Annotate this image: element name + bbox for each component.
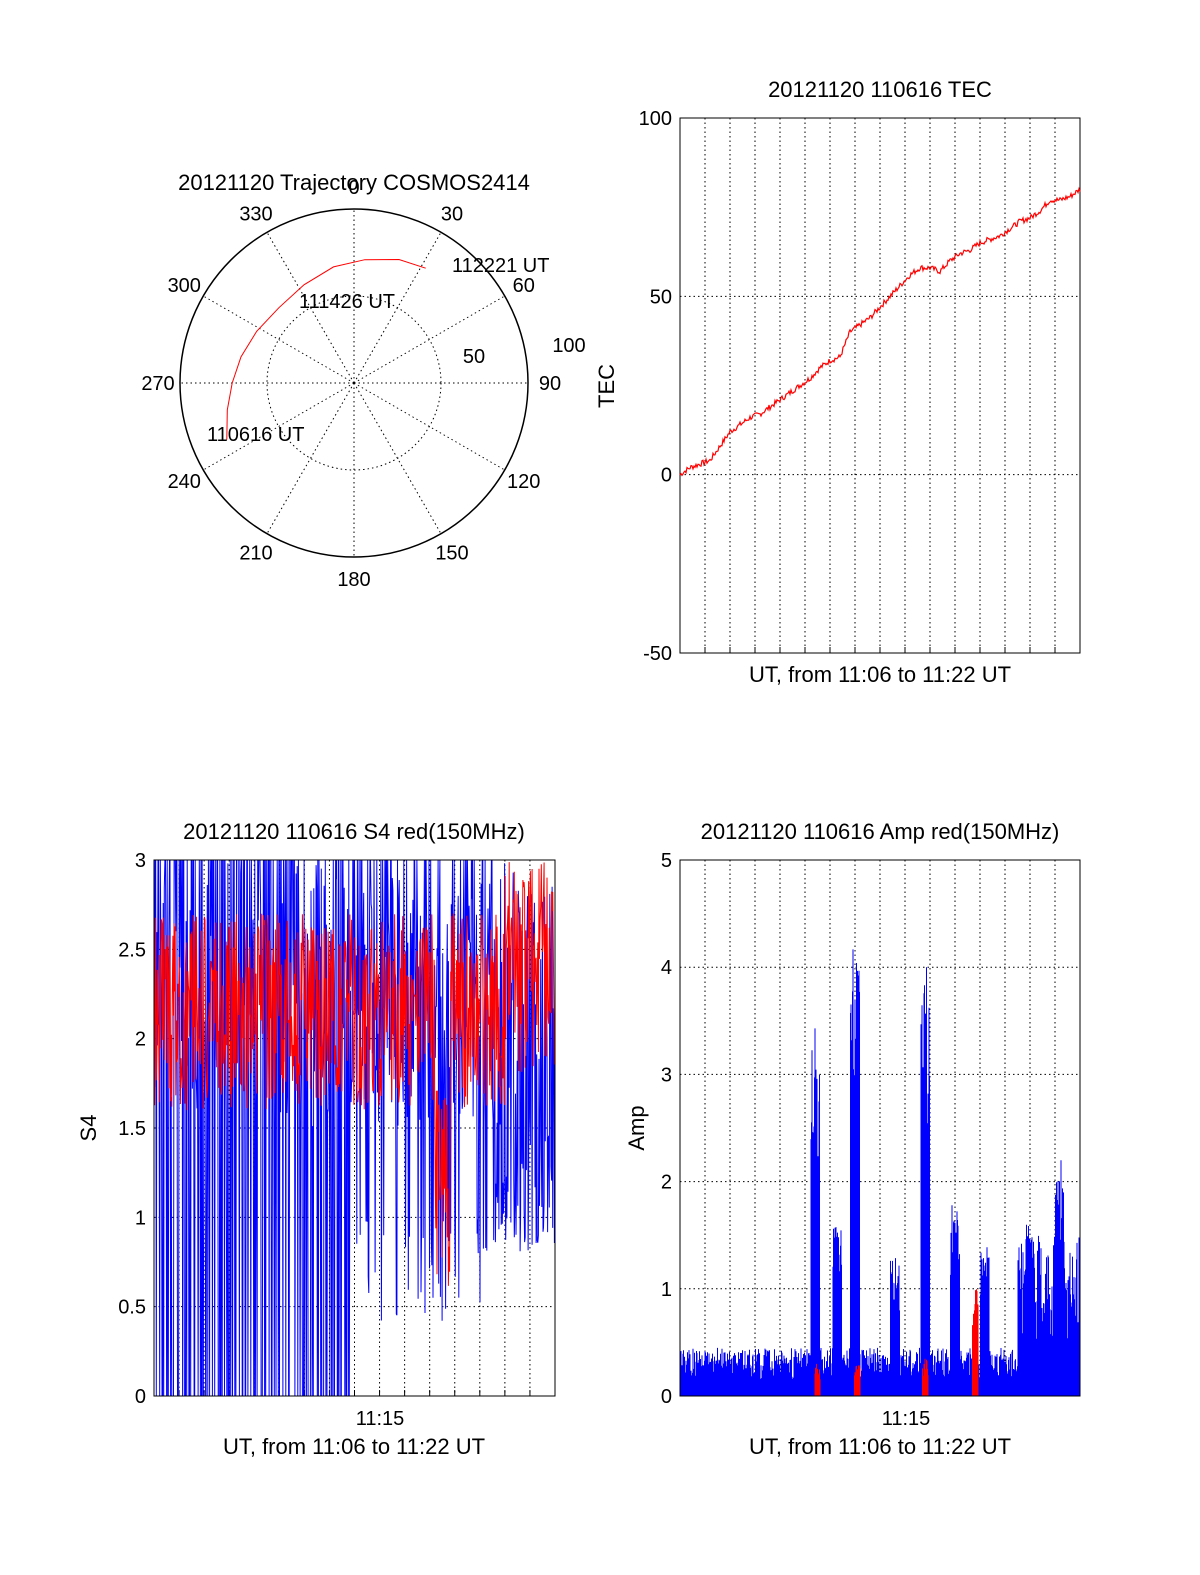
polar-radial-label-100: 100 bbox=[552, 335, 585, 357]
polar-azimuth-label-240: 240 bbox=[168, 471, 201, 493]
amp-y-tick-3: 3 bbox=[661, 1064, 672, 1086]
s4-title: 20121120 110616 S4 red(150MHz) bbox=[183, 819, 525, 844]
polar-radial-label-50: 50 bbox=[463, 346, 485, 368]
amp-y-tick-5: 5 bbox=[661, 850, 672, 872]
polar-azimuth-label-330: 330 bbox=[239, 203, 272, 225]
trajectory-point-label-mid: 111426 UT bbox=[299, 291, 395, 313]
tec-series-line bbox=[679, 186, 1081, 477]
amp-title: 20121120 110616 Amp red(150MHz) bbox=[701, 819, 1060, 844]
trajectory-chart: 20121120 Trajectory COSMOS2414 0 30 60 90 12… bbox=[141, 170, 585, 591]
s4-red-series bbox=[153, 862, 556, 1286]
tec-plot-frame bbox=[679, 117, 1081, 654]
amp-chart: 20121120 110616 Amp red(150MHz) 0 1 2 3 4 5 1… bbox=[624, 819, 1081, 1459]
polar-azimuth-label-300: 300 bbox=[168, 275, 201, 297]
tec-y-tick-50: 50 bbox=[650, 286, 672, 308]
s4-y-tick-3: 3 bbox=[135, 850, 146, 872]
polar-spoke-240 bbox=[203, 382, 355, 471]
polar-azimuth-label-150: 150 bbox=[435, 543, 468, 565]
polar-spoke-120 bbox=[353, 382, 505, 471]
trajectory-point-label-end: 112221 UT bbox=[452, 255, 549, 277]
amp-y-axis-label: Amp bbox=[624, 1105, 649, 1150]
polar-azimuth-label-60: 60 bbox=[513, 275, 535, 297]
tec-y-axis-label: TEC bbox=[594, 364, 619, 408]
tec-y-tick--50: -50 bbox=[643, 643, 672, 665]
s4-y-ticks: 0 0.5 1 1.5 2 2.5 3 bbox=[118, 850, 146, 1408]
amp-x-axis-label: UT, from 11:06 to 11:22 UT bbox=[749, 1434, 1011, 1459]
tec-grid bbox=[680, 118, 1080, 653]
polar-spoke-330 bbox=[266, 232, 355, 384]
tec-y-tick-100: 100 bbox=[639, 108, 672, 130]
s4-y-tick-2.5: 2.5 bbox=[118, 939, 146, 961]
s4-y-tick-1: 1 bbox=[135, 1207, 146, 1229]
polar-spoke-300 bbox=[203, 295, 355, 384]
polar-azimuth-labels: 0 30 60 90 120 150 180 210 240 270 300 330 bbox=[141, 177, 561, 591]
s4-y-tick-0: 0 bbox=[135, 1386, 146, 1408]
tec-y-tick-0: 0 bbox=[661, 465, 672, 487]
polar-spoke-30 bbox=[353, 232, 442, 384]
tec-title: 20121120 110616 TEC bbox=[768, 77, 992, 102]
s4-chart: 20121120 110616 S4 red(150MHz) 0 0.5 1 1.5 2… bbox=[76, 819, 556, 1459]
polar-azimuth-label-90: 90 bbox=[539, 373, 561, 395]
polar-spoke-60 bbox=[353, 295, 505, 384]
trajectory-title: 20121120 Trajectory COSMOS2414 bbox=[178, 170, 530, 195]
polar-spoke-150 bbox=[353, 382, 442, 534]
polar-azimuth-label-270: 270 bbox=[141, 373, 174, 395]
trajectory-point-label-start: 110616 UT bbox=[207, 424, 304, 446]
polar-grid bbox=[179, 208, 529, 558]
polar-azimuth-label-180: 180 bbox=[337, 569, 370, 591]
s4-y-tick-2: 2 bbox=[135, 1029, 146, 1051]
polar-azimuth-label-0: 0 bbox=[348, 177, 359, 199]
amp-plot-frame bbox=[679, 859, 1081, 1397]
tec-x-axis-label: UT, from 11:06 to 11:22 UT bbox=[749, 662, 1011, 687]
amp-red-series bbox=[814, 1289, 979, 1396]
tec-chart: 20121120 110616 TEC -50 0 50 100 UT, from 1… bbox=[594, 77, 1081, 687]
amp-y-tick-4: 4 bbox=[661, 957, 672, 979]
s4-plot-frame bbox=[153, 859, 556, 1397]
s4-y-axis-label: S4 bbox=[76, 1115, 101, 1142]
polar-outer-ring bbox=[179, 208, 529, 558]
amp-y-tick-0: 0 bbox=[661, 1386, 672, 1408]
amp-y-ticks: 0 1 2 3 4 5 bbox=[661, 850, 672, 1408]
s4-x-tick-label: 11:15 bbox=[356, 1408, 405, 1430]
amp-y-tick-1: 1 bbox=[661, 1279, 672, 1301]
s4-x-axis-label: UT, from 11:06 to 11:22 UT bbox=[223, 1434, 485, 1459]
tec-y-ticks: -50 0 50 100 bbox=[639, 108, 672, 665]
s4-y-tick-1.5: 1.5 bbox=[118, 1118, 146, 1140]
polar-azimuth-label-120: 120 bbox=[507, 471, 540, 493]
amp-y-tick-2: 2 bbox=[661, 1172, 672, 1194]
polar-spoke-210 bbox=[266, 382, 355, 534]
s4-y-tick-0.5: 0.5 bbox=[118, 1297, 146, 1319]
polar-azimuth-label-210: 210 bbox=[239, 543, 272, 565]
polar-azimuth-label-30: 30 bbox=[441, 203, 463, 225]
trajectory-track-line bbox=[226, 258, 426, 440]
amp-x-tick-label: 11:15 bbox=[882, 1408, 931, 1430]
